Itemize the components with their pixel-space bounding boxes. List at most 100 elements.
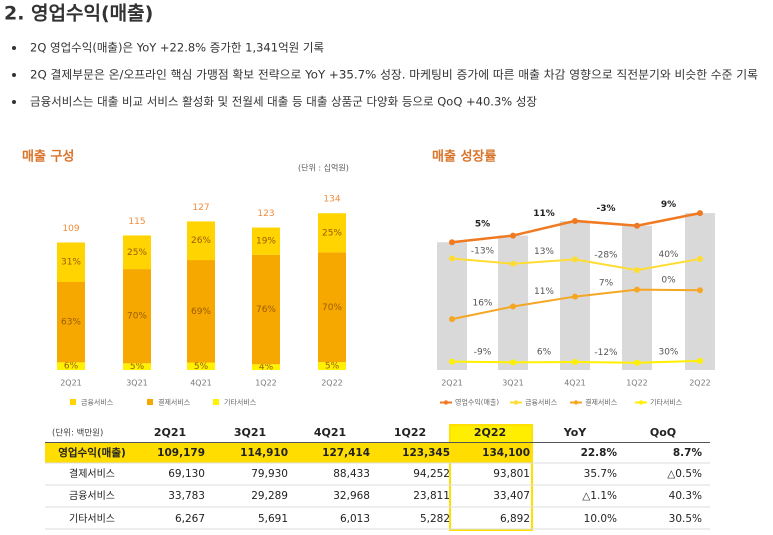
point	[572, 358, 578, 365]
point	[510, 359, 516, 366]
growth-label: -9%	[474, 347, 492, 357]
data-label: 5%	[325, 362, 340, 372]
table-header: (단위: 백만원)	[52, 428, 103, 439]
point	[697, 255, 703, 262]
legend-swatch	[147, 399, 153, 405]
bullet-dot	[12, 46, 16, 50]
table-cell: 33,783	[168, 490, 205, 502]
chart-title: 매출 구성	[22, 149, 74, 165]
growth-label: -13%	[471, 247, 495, 257]
table-cell: 123,345	[402, 447, 450, 459]
row-label: 기타서비스	[69, 513, 115, 525]
table-header: 2Q21	[154, 426, 186, 439]
data-label: 26%	[191, 236, 211, 246]
data-label: 5%	[130, 362, 145, 372]
x-tick-label: 2Q21	[60, 379, 82, 388]
growth-label: -12%	[594, 348, 618, 358]
data-label: 70%	[322, 303, 342, 313]
x-tick-label: 3Q21	[502, 379, 524, 388]
bar-segment	[123, 269, 151, 364]
growth-label: -3%	[596, 204, 615, 214]
bar-segment	[57, 282, 85, 363]
legend-label: 영업수익(매출)	[455, 398, 499, 407]
x-tick-label: 1Q22	[626, 379, 648, 388]
table-cell: 5,282	[420, 513, 450, 525]
bar-segment	[123, 363, 151, 370]
unit-label: (단위 : 십억원)	[298, 163, 349, 173]
legend-swatch	[70, 399, 76, 405]
x-tick-label: 4Q21	[564, 379, 586, 388]
table-cell: 134,100	[482, 447, 530, 459]
growth-label: 7%	[599, 279, 614, 289]
growth-label: 5%	[475, 219, 490, 229]
point	[697, 357, 703, 364]
table-cell: 5,691	[258, 513, 288, 525]
point	[449, 358, 455, 365]
table-cell: 6,267	[175, 513, 205, 525]
data-label: 76%	[256, 305, 276, 315]
point	[449, 239, 455, 246]
table-cell: △0.5%	[667, 468, 702, 480]
table-cell: 93,801	[493, 468, 530, 480]
point	[510, 232, 516, 239]
highlight-header	[450, 425, 532, 442]
legend-label: 기타서비스	[224, 398, 257, 407]
highlight-column	[449, 424, 533, 531]
growth-label: 0%	[661, 275, 676, 285]
x-tick-label: 2Q22	[321, 379, 343, 388]
point	[634, 222, 640, 229]
table-cell: 88,433	[333, 468, 370, 480]
table-header: 4Q21	[314, 426, 346, 439]
table-header: 3Q21	[234, 426, 266, 439]
growth-label: 11%	[534, 287, 554, 297]
legend-dot	[443, 400, 449, 405]
point	[449, 255, 455, 262]
total-label: 123	[257, 209, 274, 219]
data-label: 69%	[191, 307, 211, 317]
table-cell: 6,013	[340, 513, 370, 525]
legend-label: 금융서비스	[81, 398, 114, 407]
point	[510, 303, 516, 310]
bullet-dot	[12, 100, 16, 104]
point	[697, 287, 703, 294]
table-header: QoQ	[650, 426, 676, 439]
legend-swatch	[213, 399, 219, 405]
point	[510, 260, 516, 267]
point	[572, 293, 578, 300]
table-cell: 6,892	[500, 513, 530, 525]
legend-dot	[513, 400, 519, 405]
data-label: 25%	[322, 228, 342, 238]
growth-label: -28%	[594, 250, 618, 260]
table-cell: 35.7%	[584, 468, 617, 480]
growth-label: 16%	[472, 298, 492, 308]
x-tick-label: 4Q21	[190, 379, 212, 388]
bar-segment	[318, 362, 346, 370]
table-cell: 94,252	[413, 468, 450, 480]
table-cell: 30.5%	[669, 513, 702, 525]
bullet-text: 2Q 영업수익(매출)은 YoY +22.8% 증가한 1,341억원 기록	[30, 41, 324, 55]
data-label: 19%	[256, 237, 276, 247]
growth-label: 40%	[658, 250, 678, 260]
data-label: 31%	[61, 258, 81, 268]
table-cell: 40.3%	[669, 490, 702, 502]
table-header: YoY	[563, 426, 588, 439]
point	[572, 256, 578, 263]
row-label: 금융서비스	[69, 490, 115, 502]
table-header: 2Q22	[474, 426, 506, 439]
bar-segment	[252, 227, 280, 255]
point	[634, 359, 640, 366]
point	[634, 286, 640, 293]
row-label: 영업수익(매출)	[58, 446, 126, 459]
data-label: 70%	[127, 312, 147, 322]
bar-segment	[318, 213, 346, 253]
table-cell: △1.1%	[582, 490, 617, 502]
point	[572, 217, 578, 224]
bar-segment	[187, 221, 215, 261]
legend-label: 결제서비스	[158, 398, 191, 407]
data-label: 63%	[61, 318, 81, 328]
table-cell: 29,289	[251, 490, 288, 502]
bar-segment	[252, 254, 280, 365]
point	[634, 267, 640, 274]
point	[449, 316, 455, 323]
